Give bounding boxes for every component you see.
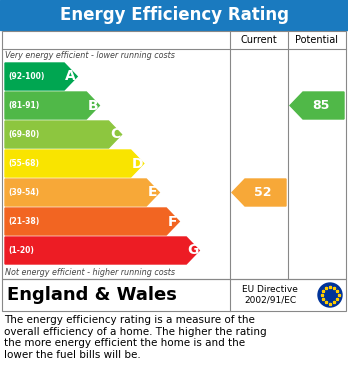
- Text: (69-80): (69-80): [8, 130, 39, 139]
- Polygon shape: [5, 121, 121, 148]
- Text: E: E: [148, 185, 158, 199]
- Text: England & Wales: England & Wales: [7, 286, 177, 304]
- Text: C: C: [110, 127, 120, 142]
- Polygon shape: [5, 63, 77, 90]
- Text: EU Directive
2002/91/EC: EU Directive 2002/91/EC: [242, 285, 298, 305]
- Text: (81-91): (81-91): [8, 101, 39, 110]
- Circle shape: [318, 283, 342, 307]
- Text: Potential: Potential: [295, 35, 339, 45]
- Polygon shape: [290, 92, 344, 119]
- Polygon shape: [232, 179, 286, 206]
- Text: A: A: [65, 70, 76, 84]
- Bar: [2, 31, 346, 279]
- Text: 52: 52: [254, 186, 272, 199]
- Text: (92-100): (92-100): [8, 72, 45, 81]
- Polygon shape: [5, 237, 199, 264]
- Text: Energy Efficiency Rating: Energy Efficiency Rating: [60, 6, 288, 24]
- Text: Current: Current: [240, 35, 277, 45]
- Text: (21-38): (21-38): [8, 217, 39, 226]
- Text: (39-54): (39-54): [8, 188, 39, 197]
- Bar: [2, 279, 346, 311]
- Text: (55-68): (55-68): [8, 159, 39, 168]
- Text: The energy efficiency rating is a measure of the
overall efficiency of a home. T: The energy efficiency rating is a measur…: [4, 315, 267, 360]
- Text: Not energy efficient - higher running costs: Not energy efficient - higher running co…: [5, 268, 175, 277]
- Polygon shape: [5, 208, 179, 235]
- Bar: [0, 0, 348, 30]
- Polygon shape: [5, 179, 159, 206]
- Polygon shape: [5, 150, 144, 177]
- Text: D: D: [132, 156, 143, 170]
- Text: (1-20): (1-20): [8, 246, 34, 255]
- Text: B: B: [88, 99, 98, 113]
- Text: Very energy efficient - lower running costs: Very energy efficient - lower running co…: [5, 52, 175, 61]
- Text: F: F: [168, 215, 177, 228]
- Text: 85: 85: [312, 99, 330, 112]
- Text: G: G: [187, 244, 198, 258]
- Polygon shape: [5, 92, 99, 119]
